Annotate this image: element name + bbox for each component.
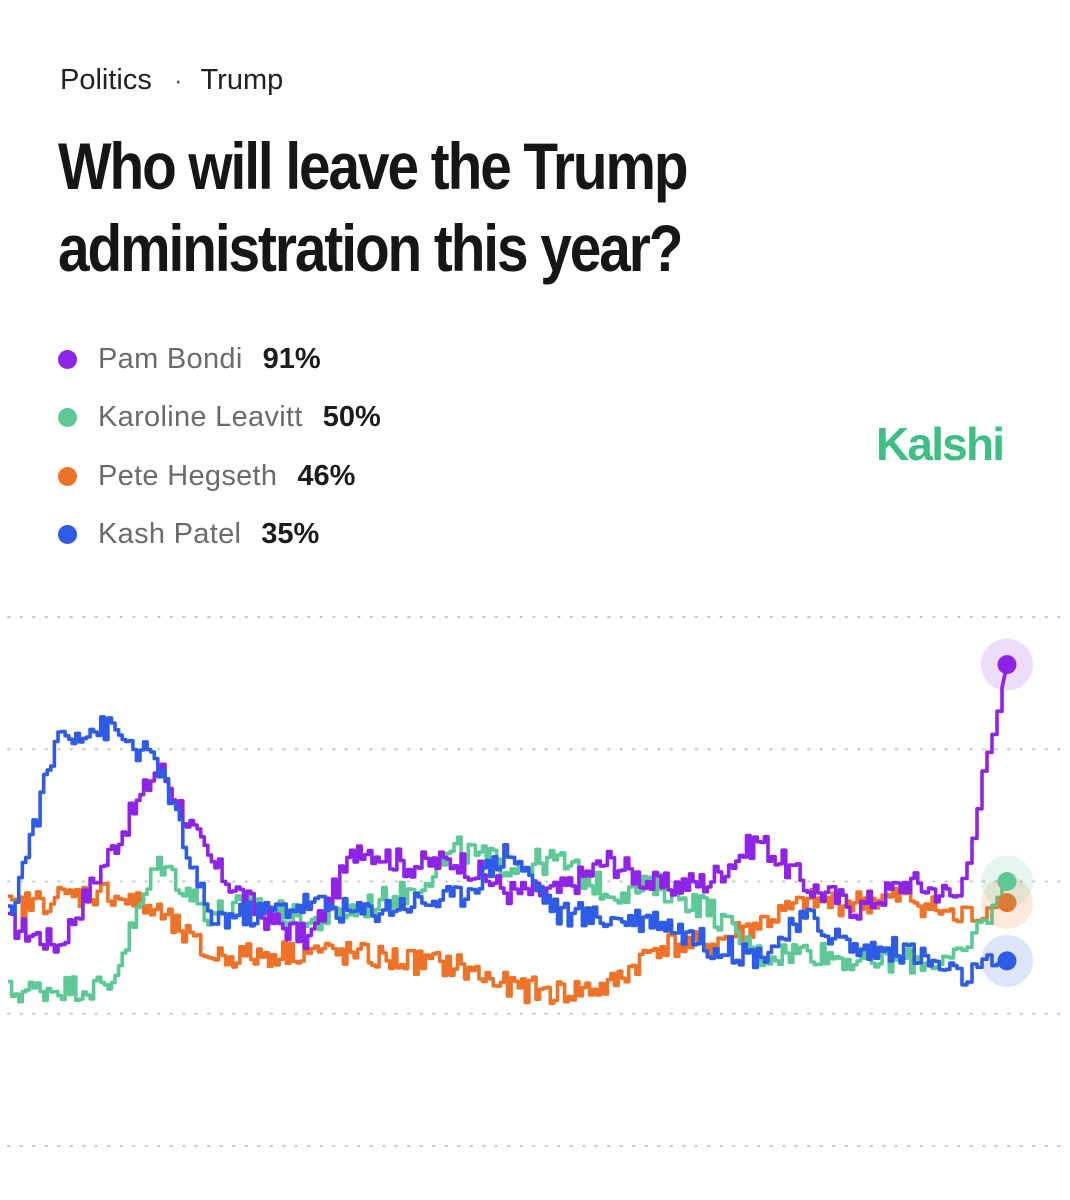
legend-dot-icon bbox=[58, 466, 77, 486]
legend-dot-icon bbox=[58, 408, 77, 428]
series-line-pam-bondi bbox=[8, 664, 1009, 954]
breadcrumb: Politics · Trump bbox=[60, 64, 283, 97]
legend-dot-icon bbox=[58, 525, 77, 545]
legend-dot-icon bbox=[58, 349, 77, 369]
legend-item-pam-bondi[interactable]: Pam Bondi 91% bbox=[58, 330, 381, 389]
breadcrumb-separator: · bbox=[173, 65, 183, 95]
chart-series bbox=[8, 664, 1009, 1006]
endpoint-dot-karoline-leavitt[interactable] bbox=[997, 872, 1017, 891]
title-line-2: administration this year? bbox=[58, 211, 683, 285]
legend-item-pete-hegseth[interactable]: Pete Hegseth 46% bbox=[58, 447, 381, 506]
legend-name: Pete Hegseth bbox=[98, 459, 278, 492]
legend-name: Pam Bondi bbox=[98, 342, 243, 375]
breadcrumb-category[interactable]: Politics bbox=[60, 64, 152, 96]
endpoint-dot-pete-hegseth[interactable] bbox=[997, 893, 1017, 913]
legend-item-karoline-leavitt[interactable]: Karoline Leavitt 50% bbox=[58, 389, 381, 448]
legend-value: 50% bbox=[322, 401, 381, 434]
chart-endpoints bbox=[981, 638, 1033, 987]
legend-name: Karoline Leavitt bbox=[98, 401, 303, 434]
series-line-pete-hegseth bbox=[8, 881, 1008, 1006]
endpoint-dot-pam-bondi[interactable] bbox=[997, 655, 1017, 675]
legend-name: Kash Patel bbox=[98, 518, 242, 551]
series-line-kash-patel bbox=[8, 715, 1008, 987]
page-title: Who will leave the Trump administration … bbox=[58, 125, 689, 289]
endpoint-dot-kash-patel[interactable] bbox=[997, 951, 1017, 971]
breadcrumb-topic[interactable]: Trump bbox=[200, 64, 284, 96]
legend-value: 35% bbox=[261, 518, 320, 551]
chart-legend: Pam Bondi 91% Karoline Leavitt 50% Pete … bbox=[58, 330, 381, 564]
kalshi-logo: Kalshi bbox=[876, 418, 1005, 470]
legend-item-kash-patel[interactable]: Kash Patel 35% bbox=[58, 506, 381, 565]
legend-value: 91% bbox=[262, 342, 321, 375]
title-line-1: Who will leave the Trump bbox=[58, 129, 689, 203]
legend-value: 46% bbox=[297, 459, 356, 492]
